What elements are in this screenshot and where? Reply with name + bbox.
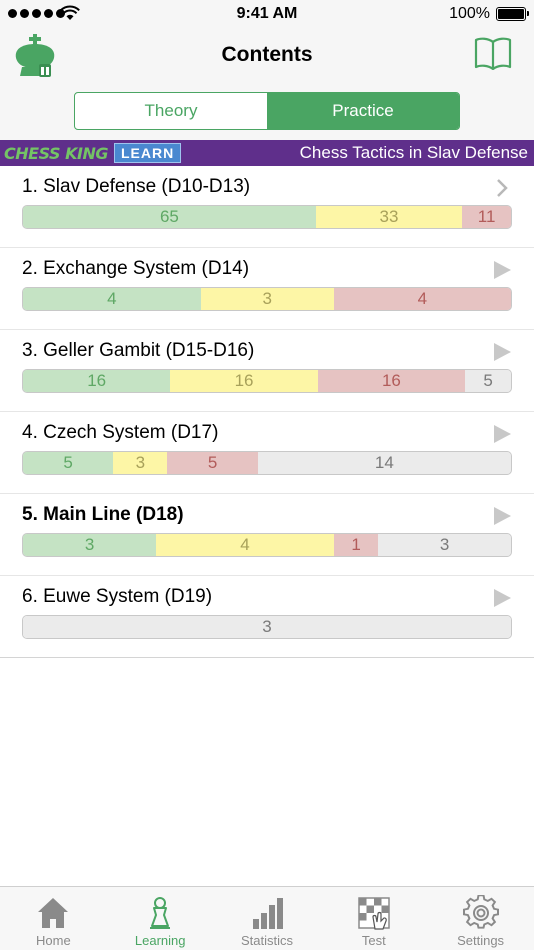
progress-segment-failed: 16 <box>317 370 466 392</box>
chapter-title: 3. Geller Gambit (D15-D16) <box>22 340 255 361</box>
progress-segment-unsolved: 5 <box>465 370 511 392</box>
chapter-title: 5. Main Line (D18) <box>22 504 184 525</box>
tab-settings[interactable]: Settings <box>427 887 534 950</box>
tab-home-label: Home <box>36 933 71 948</box>
segment-practice[interactable]: Practice <box>267 93 459 129</box>
book-icon[interactable] <box>474 36 512 70</box>
progress-segment-failed: 5 <box>167 452 258 474</box>
gear-icon <box>462 895 499 929</box>
play-icon[interactable] <box>492 424 512 444</box>
chapter-title: 2. Exchange System (D14) <box>22 258 250 279</box>
chapter-row[interactable]: 1. Slav Defense (D10-D13) 65 33 11 <box>0 166 534 248</box>
page-title: Contents <box>221 43 313 66</box>
tab-test-label: Test <box>361 933 386 948</box>
progress-segment-unsolved: 3 <box>378 534 511 556</box>
tab-home[interactable]: Home <box>0 887 107 950</box>
chapter-title: 1. Slav Defense (D10-D13) <box>22 176 251 197</box>
banner-course-title: Chess Tactics in Slav Defense <box>299 143 528 162</box>
progress-segment-partial: 4 <box>156 534 334 556</box>
tab-test[interactable]: Test <box>320 887 427 950</box>
segment-theory[interactable]: Theory <box>144 101 198 120</box>
banner-brand: CHESS KING <box>4 143 108 163</box>
progress-segment-solved: 5 <box>23 452 114 474</box>
progress-segment-solved: 65 <box>23 206 316 228</box>
banner-learn-badge: LEARN <box>113 143 182 163</box>
status-time: 9:41 AM <box>236 5 298 22</box>
chapter-row[interactable]: 5. Main Line (D18) 3 4 1 3 <box>0 494 534 576</box>
tab-learning-label: Learning <box>134 933 186 948</box>
progress-segment-partial: 3 <box>200 288 334 310</box>
chevron-right-icon[interactable] <box>492 178 512 198</box>
progress-segment-solved: 4 <box>23 288 201 310</box>
chapter-row[interactable]: 4. Czech System (D17) 5 3 5 14 <box>0 412 534 494</box>
battery-percent: 100% <box>449 5 490 22</box>
tab-statistics[interactable]: Statistics <box>214 887 321 950</box>
progress-segment-solved: 3 <box>23 534 157 556</box>
statistics-icon <box>252 898 283 929</box>
tab-statistics-label: Statistics <box>240 933 293 948</box>
signal-icon <box>8 9 65 18</box>
progress-segment-failed: 1 <box>333 534 379 556</box>
tab-learning[interactable]: Learning <box>107 887 214 950</box>
status-bar: 9:41 AM 100% <box>0 0 534 28</box>
learning-icon <box>150 897 171 929</box>
progress-segment-unsolved: 14 <box>257 452 511 474</box>
home-icon <box>38 898 69 928</box>
progress-bar: 16 16 16 5 <box>22 369 512 393</box>
play-icon[interactable] <box>492 506 512 526</box>
progress-segment-failed: 4 <box>333 288 511 310</box>
course-banner: CHESS KING LEARN Chess Tactics in Slav D… <box>0 140 534 166</box>
chess-king-logo-icon[interactable] <box>12 34 58 78</box>
chapter-row[interactable]: 6. Euwe System (D19) 3 <box>0 576 534 658</box>
tab-bar: Home Learning Statistics Test <box>0 886 534 950</box>
chapter-title: 6. Euwe System (D19) <box>22 586 213 607</box>
progress-segment-failed: 11 <box>462 206 511 228</box>
theory-practice-segmented-control: Theory Practice <box>74 92 460 130</box>
progress-segment-partial: 3 <box>113 452 168 474</box>
battery-icon <box>496 7 529 21</box>
progress-segment-solved: 16 <box>23 370 171 392</box>
progress-segment-partial: 16 <box>170 370 318 392</box>
play-icon[interactable] <box>492 588 512 608</box>
chapter-row[interactable]: 3. Geller Gambit (D15-D16) 16 16 16 5 <box>0 330 534 412</box>
nav-header: Contents Theory Practice <box>0 28 534 140</box>
play-icon[interactable] <box>492 260 512 280</box>
tab-settings-label: Settings <box>457 933 505 948</box>
chapter-list: 1. Slav Defense (D10-D13) 65 33 11 2. Exchan… <box>0 166 534 658</box>
play-icon[interactable] <box>492 342 512 362</box>
test-icon <box>358 897 390 930</box>
chapter-title: 4. Czech System (D17) <box>22 422 219 443</box>
progress-bar: 5 3 5 14 <box>22 451 512 475</box>
chapter-row[interactable]: 2. Exchange System (D14) 4 3 4 <box>0 248 534 330</box>
progress-segment-partial: 33 <box>315 206 463 228</box>
progress-segment-unsolved: 3 <box>23 616 511 638</box>
wifi-icon <box>60 5 80 20</box>
progress-bar: 65 33 11 <box>22 205 512 229</box>
progress-bar: 3 <box>22 615 512 639</box>
